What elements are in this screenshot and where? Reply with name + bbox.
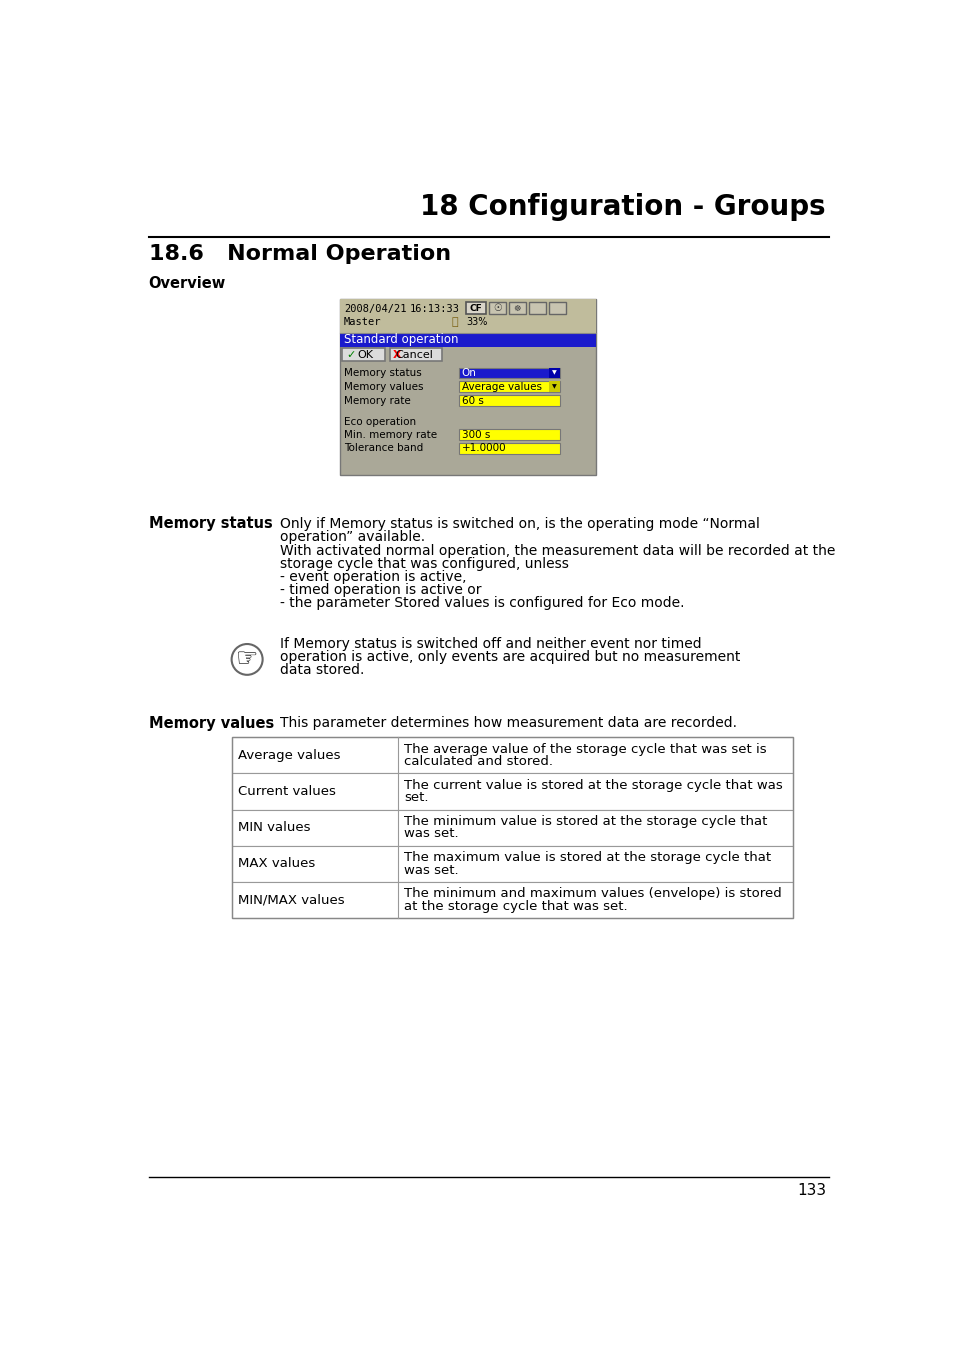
Text: If Memory status is switched off and neither event nor timed: If Memory status is switched off and nei…: [279, 637, 700, 651]
Text: MAX values: MAX values: [237, 857, 314, 871]
Text: The minimum and maximum values (envelope) is stored: The minimum and maximum values (envelope…: [404, 887, 781, 900]
Text: set.: set.: [404, 791, 429, 805]
Bar: [549, 382, 559, 393]
Bar: [459, 443, 559, 454]
Bar: [549, 302, 566, 315]
Text: With activated normal operation, the measurement data will be recorded at the: With activated normal operation, the mea…: [279, 544, 834, 558]
Text: Memory status: Memory status: [149, 517, 273, 532]
Bar: [232, 737, 793, 774]
Text: Only if Memory status is switched on, is the operating mode “Normal: Only if Memory status is switched on, is…: [279, 517, 759, 531]
Bar: [340, 333, 596, 347]
Bar: [488, 302, 505, 315]
Text: Min. memory rate: Min. memory rate: [344, 429, 436, 440]
Bar: [340, 300, 596, 333]
Text: ✓: ✓: [346, 350, 355, 359]
Text: ☞: ☞: [235, 648, 258, 671]
Bar: [232, 882, 793, 918]
Bar: [549, 367, 559, 378]
Bar: [390, 348, 442, 360]
Text: +1.0000: +1.0000: [461, 443, 506, 454]
Bar: [459, 382, 559, 393]
Text: calculated and stored.: calculated and stored.: [404, 755, 553, 768]
Text: The maximum value is stored at the storage cycle that: The maximum value is stored at the stora…: [404, 852, 771, 864]
Text: storage cycle that was configured, unless: storage cycle that was configured, unles…: [279, 558, 568, 571]
Text: 18 Configuration - Groups: 18 Configuration - Groups: [420, 193, 825, 220]
Text: 133: 133: [796, 1183, 825, 1199]
Text: On: On: [461, 369, 476, 378]
Text: Cancel: Cancel: [395, 350, 433, 359]
Bar: [340, 300, 596, 475]
Text: data stored.: data stored.: [279, 663, 364, 678]
Text: Standard operation: Standard operation: [344, 333, 458, 347]
Text: Current values: Current values: [237, 784, 335, 798]
Text: ▼: ▼: [552, 370, 557, 375]
Text: MIN values: MIN values: [237, 821, 310, 834]
Text: Overview: Overview: [149, 277, 226, 292]
Text: - the parameter Stored values is configured for Eco mode.: - the parameter Stored values is configu…: [279, 597, 683, 610]
Bar: [232, 774, 793, 810]
Text: The minimum value is stored at the storage cycle that: The minimum value is stored at the stora…: [404, 815, 767, 828]
Bar: [232, 845, 793, 882]
Text: The average value of the storage cycle that was set is: The average value of the storage cycle t…: [404, 743, 766, 756]
Text: ▼: ▼: [552, 385, 557, 389]
Text: Memory status: Memory status: [344, 369, 421, 378]
Text: 18.6   Normal Operation: 18.6 Normal Operation: [149, 244, 451, 265]
Text: Average values: Average values: [237, 749, 340, 761]
Text: ☉: ☉: [493, 304, 501, 313]
Text: operation” available.: operation” available.: [279, 531, 424, 544]
Text: X: X: [393, 350, 401, 359]
Bar: [459, 429, 559, 440]
Text: 2008/04/21: 2008/04/21: [344, 304, 406, 315]
Text: Average values: Average values: [461, 382, 541, 391]
Text: ☸: ☸: [514, 304, 520, 313]
Bar: [465, 302, 485, 315]
Bar: [509, 302, 525, 315]
Bar: [232, 810, 793, 845]
Text: 16:13:33: 16:13:33: [410, 304, 459, 315]
Text: - timed operation is active or: - timed operation is active or: [279, 583, 480, 597]
Bar: [529, 302, 546, 315]
Text: at the storage cycle that was set.: at the storage cycle that was set.: [404, 899, 627, 913]
Text: was set.: was set.: [404, 864, 458, 876]
Text: Eco operation: Eco operation: [344, 417, 416, 427]
Text: operation is active, only events are acquired but no measurement: operation is active, only events are acq…: [279, 651, 740, 664]
Text: This parameter determines how measurement data are recorded.: This parameter determines how measuremen…: [279, 717, 736, 730]
Bar: [342, 348, 385, 360]
Text: 🔒: 🔒: [451, 317, 457, 327]
Text: MIN/MAX values: MIN/MAX values: [237, 894, 344, 907]
Bar: [459, 367, 559, 378]
Text: Master: Master: [344, 317, 381, 327]
Text: Tolerance band: Tolerance band: [344, 443, 423, 454]
Text: Memory rate: Memory rate: [344, 396, 411, 406]
Text: 300 s: 300 s: [461, 429, 490, 440]
Text: The current value is stored at the storage cycle that was: The current value is stored at the stora…: [404, 779, 782, 792]
Bar: [232, 737, 793, 918]
Text: was set.: was set.: [404, 828, 458, 840]
Bar: [459, 396, 559, 406]
Text: CF: CF: [469, 304, 481, 313]
Text: - event operation is active,: - event operation is active,: [279, 570, 466, 585]
Text: 60 s: 60 s: [461, 396, 483, 406]
Text: Memory values: Memory values: [149, 716, 274, 730]
Text: 33%: 33%: [466, 317, 487, 327]
Text: Memory values: Memory values: [344, 382, 423, 391]
Text: OK: OK: [357, 350, 374, 359]
